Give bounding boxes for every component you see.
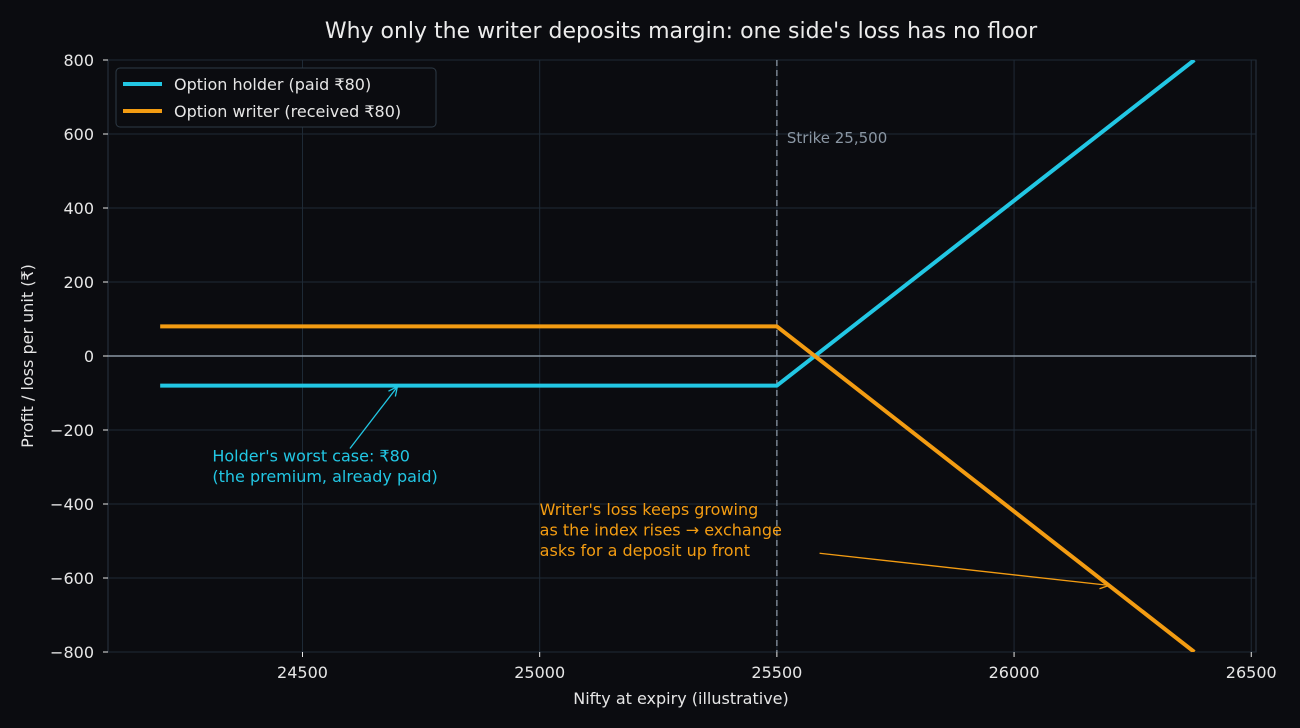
- y-tick-label: 200: [63, 273, 94, 292]
- annotation-holder-arrow: [349, 386, 398, 449]
- annotation-holder-text: (the premium, already paid): [212, 467, 437, 486]
- annotation-writer-text: Writer's loss keeps growing: [540, 500, 759, 519]
- annotation-writer-text: as the index rises → exchange: [540, 521, 782, 540]
- y-axis-label: Profit / loss per unit (₹): [18, 264, 37, 448]
- series-line-writer: [160, 324, 1196, 652]
- chart-title: Why only the writer deposits margin: one…: [325, 19, 1038, 44]
- y-tick-label: −200: [50, 421, 94, 440]
- legend: Option holder (paid ₹80) Option writer (r…: [115, 67, 437, 128]
- series-layer: [160, 60, 1196, 652]
- y-tick-label: 800: [63, 51, 94, 70]
- x-axis-label: Nifty at expiry (illustrative): [573, 689, 789, 708]
- x-tick-label: 26000: [989, 663, 1040, 682]
- series-line-holder: [160, 60, 1196, 388]
- annotation-writer-arrow: [819, 552, 1110, 587]
- legend-box: [115, 67, 437, 128]
- annotation-holder-text: Holder's worst case: ₹80: [212, 446, 410, 465]
- y-tick-label: −400: [50, 495, 94, 514]
- y-tick-label: 0: [84, 347, 94, 366]
- x-tick-label: 25500: [751, 663, 802, 682]
- annotation-writer-text: asks for a deposit up front: [540, 541, 750, 560]
- strike-layer: Strike 25,500: [776, 60, 887, 652]
- grid-layer: [107, 59, 1257, 653]
- annotation-writer-arrowhead: [1099, 579, 1111, 590]
- legend-label-holder: Option holder (paid ₹80): [174, 75, 371, 94]
- y-tick-label: −600: [50, 569, 94, 588]
- x-tick-label: 26500: [1226, 663, 1277, 682]
- strike-label: Strike 25,500: [787, 129, 887, 147]
- y-tick-label: 600: [63, 125, 94, 144]
- y-tick-label: −800: [50, 643, 94, 662]
- annotations-layer: Holder's worst case: ₹80 (the premium, al…: [212, 385, 1111, 590]
- plot-area: 24500 25000 25500 26000 26500 800 600 400 200 0 −2…: [50, 51, 1277, 682]
- x-tick-label: 25000: [514, 663, 565, 682]
- y-tick-label: 400: [63, 199, 94, 218]
- ticks-layer: 24500 25000 25500 26000 26500 800 600 400 200 0 −2…: [50, 51, 1277, 682]
- annotation-holder-arrowhead: [388, 385, 399, 397]
- x-tick-label: 24500: [277, 663, 328, 682]
- legend-label-writer: Option writer (received ₹80): [174, 102, 401, 121]
